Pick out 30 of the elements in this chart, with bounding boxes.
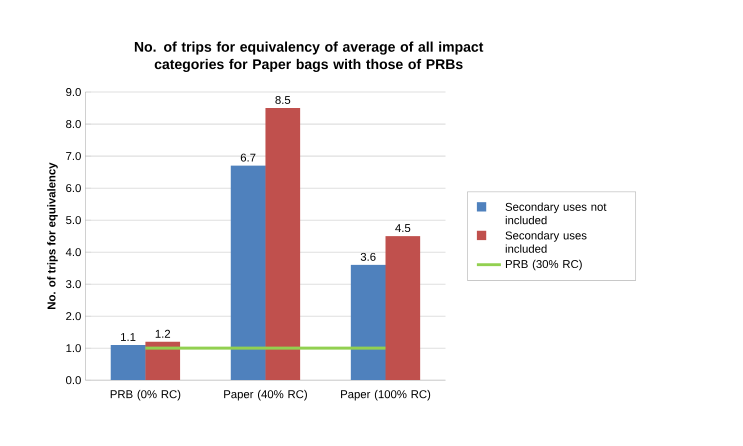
y-tick-label: 5.0: [66, 216, 81, 224]
y-tick-label: 8.0: [66, 120, 81, 128]
y-tick-label: 7.0: [66, 152, 81, 160]
y-tick-label: 1.0: [66, 344, 81, 352]
y-axis-title: No. of trips for equivalency: [47, 162, 58, 310]
bar: [350, 265, 386, 380]
x-tick-label: Paper (100% RC): [341, 390, 430, 401]
data-label: 4.5: [395, 224, 410, 232]
y-tick-label: 3.0: [66, 280, 81, 288]
bar: [265, 108, 300, 380]
data-label: 3.6: [360, 253, 376, 262]
bar: [230, 166, 266, 380]
legend-label: PRB (30% RC): [506, 260, 582, 271]
legend-label: Secondary uses not included: [506, 202, 606, 224]
y-tick-label: 9.0: [66, 88, 81, 96]
chart-title: No. of trips for equivalency of average of all impact categories for Paper bags with those of PRBs: [134, 42, 484, 72]
x-tick-label: Paper (40% RC): [224, 390, 307, 401]
data-label: 1.1: [121, 333, 136, 342]
bar: [145, 342, 180, 380]
y-tick-label: 6.0: [66, 184, 81, 192]
bar: [386, 236, 420, 380]
legend-label: Secondary uses included: [506, 231, 587, 254]
y-tick-label: 0.0: [66, 376, 81, 384]
bar: [110, 345, 146, 380]
data-label: 1.2: [156, 330, 170, 338]
y-tick-label: 4.0: [66, 248, 81, 256]
y-tick-label: 2.0: [66, 312, 81, 320]
data-label: 6.7: [240, 154, 256, 162]
data-label: 8.5: [275, 96, 290, 104]
x-tick-label: PRB (0% RC): [110, 390, 180, 401]
